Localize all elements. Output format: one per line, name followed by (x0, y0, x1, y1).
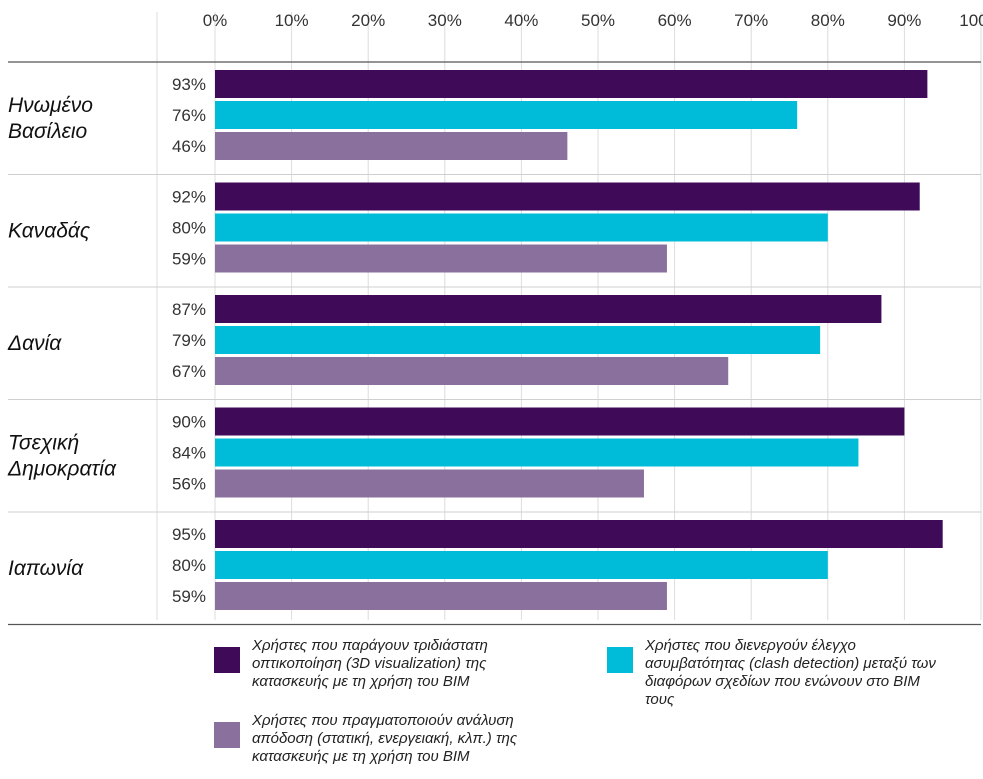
legend-swatch-3d-visualization (214, 647, 240, 673)
bar-chart: 0% 10% 20% 30% 40% 50% 60% 70% 80% 90% 100% 93% 76% 4… (7, 11, 983, 626)
data-label: 95% (172, 525, 206, 544)
category-label: Καναδάς (8, 220, 91, 243)
bar (215, 520, 943, 548)
bar (215, 295, 882, 323)
legend-swatch-clash-detection (607, 647, 633, 673)
legend-label-performance-analysis: Χρήστες που πραγματοποιούν ανάλυση απόδο… (252, 712, 518, 765)
data-label: 79% (172, 331, 206, 350)
category-label: Ιαπωνία (8, 557, 84, 580)
bar (215, 326, 821, 354)
legend-label-clash-detection: Χρήστες που διενεργούν έλεγχο ασυμβατότη… (645, 637, 936, 708)
bar (215, 469, 644, 498)
x-tick-label: 30% (428, 11, 462, 30)
bar (215, 438, 859, 467)
category-label: Ηνωμένο Βασίλειο (8, 94, 93, 143)
data-label: 76% (172, 106, 206, 125)
x-tick-label: 100% (959, 11, 983, 30)
legend-label-3d-visualization: Χρήστες που παράγουν τριδιάστατη οπτικοπ… (252, 637, 488, 690)
x-tick-label: 10% (275, 11, 309, 30)
data-label: 92% (172, 188, 206, 207)
x-tick-label: 90% (887, 11, 921, 30)
data-label: 80% (172, 219, 206, 238)
category-label: Τσεχική Δημοκρατία (7, 432, 117, 481)
data-label: 90% (172, 413, 206, 432)
legend-item-performance-analysis: Χρήστες που πραγματοποιούν ανάλυση απόδο… (214, 712, 564, 766)
x-tick-label: 70% (734, 11, 768, 30)
x-tick-label: 60% (658, 11, 692, 30)
data-label: 93% (172, 75, 206, 94)
data-label: 87% (172, 300, 206, 319)
bar (215, 551, 828, 579)
x-tick-label: 80% (811, 11, 845, 30)
x-tick-label: 20% (351, 11, 385, 30)
bar (215, 407, 905, 436)
legend-item-clash-detection: Χρήστες που διενεργούν έλεγχο ασυμβατότη… (607, 637, 952, 709)
bar (215, 101, 798, 129)
data-label: 56% (172, 475, 206, 494)
data-label: 46% (172, 137, 206, 156)
bar (215, 582, 667, 610)
x-tick-label: 40% (504, 11, 538, 30)
x-tick-label: 50% (581, 11, 615, 30)
data-label: 59% (172, 250, 206, 269)
data-label: 80% (172, 556, 206, 575)
data-label: 67% (172, 362, 206, 381)
legend-item-3d-visualization: Χρήστες που παράγουν τριδιάστατη οπτικοπ… (214, 637, 554, 691)
bar (215, 132, 568, 160)
legend-swatch-performance-analysis (214, 722, 240, 748)
data-label: 84% (172, 444, 206, 463)
bar (215, 357, 729, 385)
x-tick-label: 0% (203, 11, 228, 30)
data-label: 59% (172, 587, 206, 606)
bar (215, 244, 667, 273)
bar (215, 70, 928, 98)
category-label: Δανία (7, 332, 62, 355)
bar (215, 182, 920, 211)
bar (215, 213, 828, 242)
